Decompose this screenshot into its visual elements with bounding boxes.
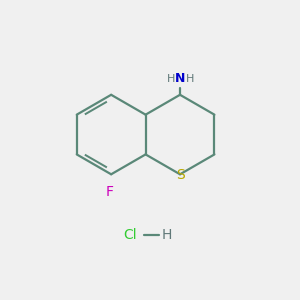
Text: N: N xyxy=(175,72,185,85)
Text: H: H xyxy=(167,74,175,84)
Text: F: F xyxy=(106,184,114,199)
Text: Cl: Cl xyxy=(124,228,137,242)
Text: S: S xyxy=(176,168,184,182)
Text: H: H xyxy=(162,228,172,242)
Text: H: H xyxy=(185,74,194,84)
